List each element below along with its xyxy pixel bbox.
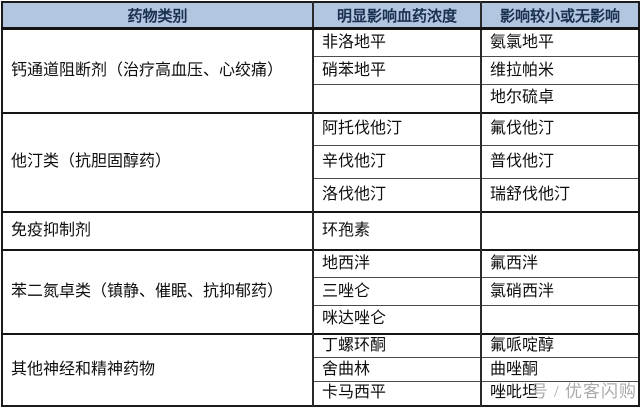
affected-cell: 丁螺环酮 — [312, 332, 481, 358]
affected-cell: 环孢素 — [312, 210, 481, 250]
header-row: 药物类别 明显影响血药浓度 影响较小或无影响 — [2, 2, 639, 30]
affected-cell: 辛伐他汀 — [312, 145, 481, 179]
affected-cell: 阿托伐他汀 — [312, 111, 481, 146]
unaffected-cell: 氟西泮 — [480, 248, 639, 278]
unaffected-cell — [480, 305, 639, 334]
affected-cell: 舍曲林 — [312, 357, 481, 382]
category-cell: 苯二氮卓类（镇静、催眠、抗抑郁药） — [2, 248, 313, 334]
table-row: 苯二氮卓类（镇静、催眠、抗抑郁药） 地西泮 氟西泮 — [2, 248, 639, 334]
affected-cell — [312, 84, 481, 113]
col-header-category: 药物类别 — [2, 2, 313, 30]
table-row: 硝苯地平 维拉帕米 — [2, 56, 639, 85]
unaffected-cell: 氟哌啶醇 — [480, 332, 639, 358]
unaffected-cell: 瑞舒伐他汀 — [480, 178, 639, 212]
unaffected-cell: 唑吡坦 — [480, 381, 639, 406]
table-row: 咪达唑仑 — [2, 305, 639, 334]
table-row: 洛伐他汀 瑞舒伐他汀 — [2, 178, 639, 212]
unaffected-cell: 地尔硫卓 — [480, 84, 639, 113]
affected-cell: 地西泮 — [312, 248, 481, 278]
col-header-unaffected: 影响较小或无影响 — [480, 2, 639, 30]
unaffected-cell: 氨氯地平 — [480, 27, 639, 57]
affected-cell: 硝苯地平 — [312, 56, 481, 85]
affected-cell: 咪达唑仑 — [312, 305, 481, 334]
table-row: 卡马西平 唑吡坦 — [2, 381, 639, 406]
table-row: 他汀类（抗胆固醇药） 阿托伐他汀 氟伐他汀 — [2, 111, 639, 212]
category-cell: 免疫抑制剂 — [2, 210, 313, 250]
unaffected-cell — [480, 210, 639, 250]
table-row: 免疫抑制剂 环孢素 — [2, 210, 639, 250]
category-cell: 他汀类（抗胆固醇药） — [2, 111, 313, 212]
table-row: 地尔硫卓 — [2, 84, 639, 113]
table-row: 三唑仑 氯硝西泮 — [2, 277, 639, 306]
affected-cell: 三唑仑 — [312, 277, 481, 306]
category-cell: 钙通道阻断剂（治疗高血压、心绞痛） — [2, 27, 313, 113]
table-row: 辛伐他汀 普伐他汀 — [2, 145, 639, 179]
category-cell: 其他神经和精神药物 — [2, 332, 313, 406]
affected-cell: 非洛地平 — [312, 27, 481, 57]
unaffected-cell: 氯硝西泮 — [480, 277, 639, 306]
table-row: 舍曲林 曲唑酮 — [2, 357, 639, 382]
unaffected-cell: 维拉帕米 — [480, 56, 639, 85]
unaffected-cell: 氟伐他汀 — [480, 111, 639, 146]
table-row: 钙通道阻断剂（治疗高血压、心绞痛） 非洛地平 氨氯地平 — [2, 27, 639, 113]
unaffected-cell: 曲唑酮 — [480, 357, 639, 382]
affected-cell: 卡马西平 — [312, 381, 481, 406]
table-row: 其他神经和精神药物 丁螺环酮 氟哌啶醇 — [2, 332, 639, 406]
affected-cell: 洛伐他汀 — [312, 178, 481, 212]
col-header-affected: 明显影响血药浓度 — [312, 2, 481, 30]
unaffected-cell: 普伐他汀 — [480, 145, 639, 179]
